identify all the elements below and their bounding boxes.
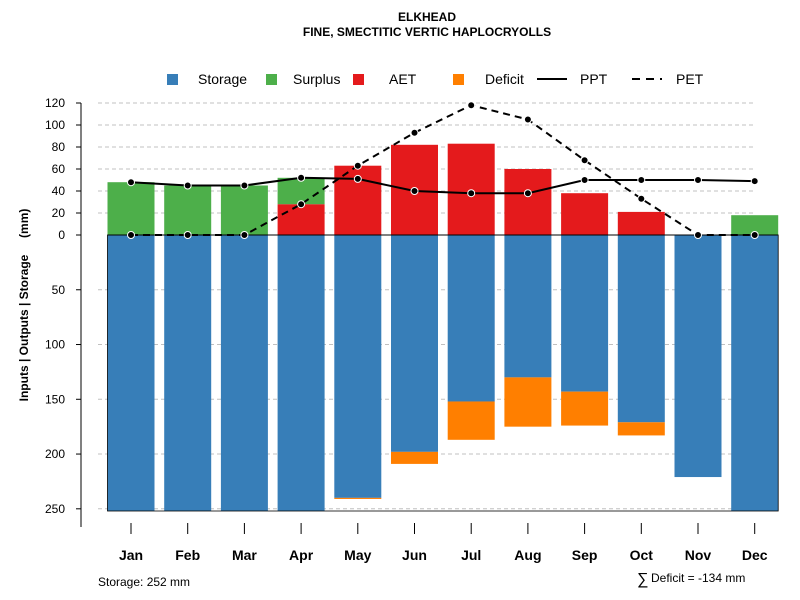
x-tick-label-oct: Oct <box>630 547 654 563</box>
aet-bar <box>277 204 325 235</box>
x-tick-label-jun: Jun <box>402 547 427 563</box>
legend-label-pet: PET <box>676 71 704 87</box>
storage-bar <box>447 235 495 402</box>
ppt-line <box>130 176 755 195</box>
y-tick-label: 120 <box>45 96 65 110</box>
pet-point <box>127 231 135 239</box>
x-tick-label-sep: Sep <box>572 547 598 563</box>
surplus-bar <box>164 185 212 235</box>
ppt-point <box>240 181 249 190</box>
axes: 0 20 40 60 80 100 120 50 100 150 200 250 Jan Feb Mar Ap… <box>45 96 768 563</box>
legend-swatch-surplus <box>266 74 277 85</box>
storage-bar <box>220 235 268 511</box>
storage-bar <box>107 235 155 511</box>
legend-label-aet: AET <box>389 71 417 87</box>
y-tick-label: 150 <box>45 392 65 406</box>
storage-bar <box>277 235 325 511</box>
ppt-point <box>297 173 306 182</box>
x-tick-label-mar: Mar <box>232 547 257 563</box>
storage-bar <box>334 235 382 498</box>
aet-bar <box>561 193 609 235</box>
deficit-bar <box>617 422 665 436</box>
y-tick-label: 50 <box>52 283 66 297</box>
y-tick-label: 60 <box>52 162 66 176</box>
x-tick-label-jan: Jan <box>119 547 143 563</box>
y-tick-label: 0 <box>58 228 65 242</box>
surplus-bar <box>731 215 779 235</box>
x-tick-label-feb: Feb <box>175 547 200 563</box>
surplus-bar <box>220 185 268 235</box>
y-tick-label: 100 <box>45 338 65 352</box>
pet-point <box>353 161 362 170</box>
legend-label-surplus: Surplus <box>293 71 340 87</box>
y-tick-label: 200 <box>45 447 65 461</box>
pet-point <box>183 231 192 239</box>
storage-note: Storage: 252 mm <box>98 575 190 589</box>
pet-point <box>410 128 419 137</box>
y-tick-label: 40 <box>52 184 66 198</box>
sum-symbol: ∑ <box>637 571 648 588</box>
legend-swatch-storage <box>167 74 178 85</box>
y-tick-label: 20 <box>52 206 66 220</box>
x-tick-label-nov: Nov <box>685 547 712 563</box>
pet-point <box>694 231 702 239</box>
deficit-bar <box>504 377 552 427</box>
ppt-point <box>694 176 702 184</box>
storage-bar <box>391 235 438 452</box>
storage-bar <box>674 235 722 478</box>
deficit-bar <box>447 401 495 440</box>
pet-point <box>750 231 759 239</box>
deficit-note: Deficit = -134 mm <box>651 571 745 585</box>
ppt-point <box>580 176 589 184</box>
legend: Storage Surplus AET Deficit PPT PET <box>167 71 704 87</box>
storage-bar <box>504 235 552 378</box>
ppt-point <box>127 178 135 187</box>
x-tick-label-aug: Aug <box>514 547 541 563</box>
pet-point <box>637 194 646 203</box>
y-tick-label: 250 <box>45 502 65 516</box>
bars <box>107 143 779 512</box>
y-tick-label: 100 <box>45 118 65 132</box>
deficit-bar <box>334 497 382 499</box>
legend-swatch-deficit <box>453 74 464 85</box>
storage-bar <box>617 235 665 423</box>
surplus-bar <box>107 182 155 235</box>
legend-label-ppt: PPT <box>580 71 608 87</box>
y-tick-label: 80 <box>52 140 66 154</box>
ppt-point <box>523 189 532 198</box>
x-tick-label-dec: Dec <box>742 547 768 563</box>
y-axis-label: Inputs | Outputs | Storage (mm) <box>17 209 31 402</box>
ppt-point <box>410 187 419 195</box>
pet-point <box>297 200 306 209</box>
surplus-bar <box>277 177 325 205</box>
ppt-point <box>467 189 476 198</box>
pet-point <box>240 231 249 239</box>
legend-swatch-aet <box>353 74 364 85</box>
x-tick-label-may: May <box>344 547 371 563</box>
storage-bar <box>164 235 212 511</box>
pet-point <box>523 115 532 124</box>
series-lines <box>127 101 759 239</box>
ppt-point <box>353 174 362 183</box>
chart-subtitle: FINE, SMECTITIC VERTIC HAPLOCRYOLLS <box>303 25 551 39</box>
pet-point <box>580 156 589 165</box>
x-tick-label-apr: Apr <box>289 547 314 563</box>
pet-point <box>467 101 476 110</box>
legend-label-deficit: Deficit <box>485 71 524 87</box>
ppt-point <box>750 177 759 186</box>
deficit-bar <box>561 391 609 426</box>
ppt-point <box>637 176 646 184</box>
x-tick-label-jul: Jul <box>461 547 481 563</box>
deficit-bar <box>391 451 438 464</box>
ppt-point <box>183 181 192 190</box>
storage-bar <box>731 235 779 511</box>
legend-label-storage: Storage <box>198 71 247 87</box>
aet-bar <box>504 169 552 235</box>
storage-bar <box>561 235 609 392</box>
aet-bar <box>617 211 665 235</box>
chart-title: ELKHEAD <box>398 10 456 24</box>
